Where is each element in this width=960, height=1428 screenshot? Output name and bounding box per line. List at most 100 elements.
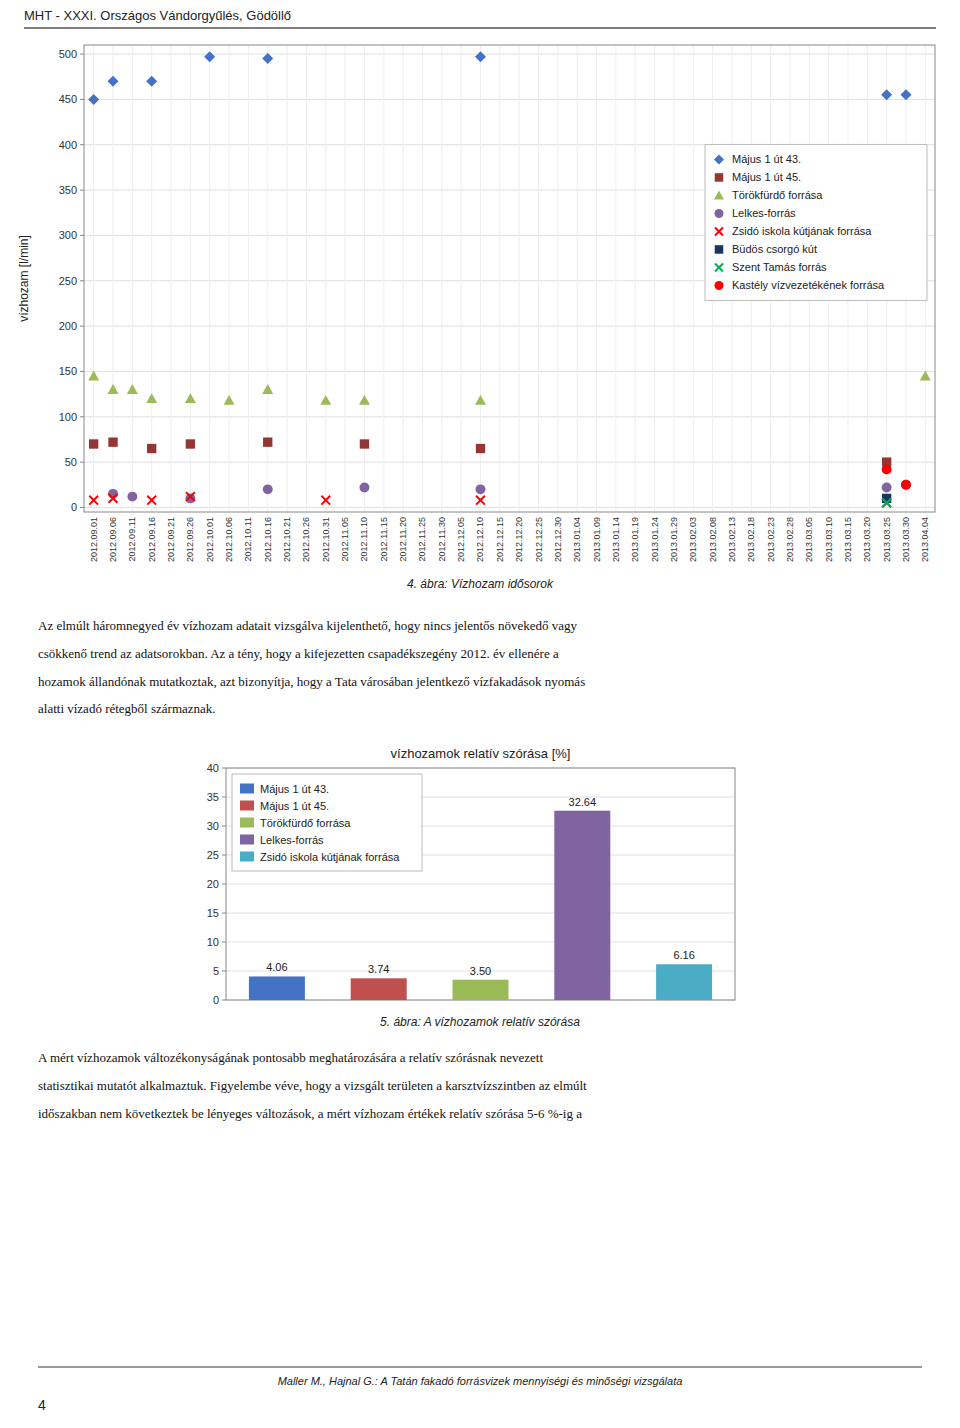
point — [89, 496, 98, 505]
point — [88, 370, 99, 380]
grid-line — [248, 45, 249, 512]
point — [127, 384, 138, 394]
series — [88, 370, 931, 404]
series — [89, 492, 891, 507]
point — [476, 484, 486, 494]
grid-line — [596, 45, 597, 512]
point — [476, 444, 485, 453]
tick-label: 2012.10.21 — [282, 517, 292, 562]
point — [882, 499, 891, 508]
tick-mark — [80, 371, 84, 372]
legend-label: Zsidó iskola kútjának forrása — [260, 851, 400, 863]
series — [88, 51, 911, 105]
page-title: MHT - XXXI. Országos Vándorgyűlés, Gödöl… — [24, 8, 291, 23]
tick-label: 2013.03.20 — [862, 517, 872, 562]
background — [0, 0, 960, 1428]
grid-line — [461, 45, 462, 512]
legend-marker — [715, 209, 724, 218]
footer-rule — [38, 1367, 922, 1368]
series — [882, 499, 891, 508]
data-label: 4.06 — [266, 961, 287, 973]
point — [262, 53, 273, 64]
point — [360, 439, 369, 448]
legend-label: Lelkes-forrás — [732, 207, 796, 219]
scatter-chart: 0501001502002503003504004505002012.09.01… — [17, 45, 935, 562]
plot-frame — [226, 768, 735, 1000]
legend-label: Május 1 út 43. — [732, 153, 801, 165]
grid-line — [229, 45, 230, 512]
grid-line — [615, 45, 616, 512]
bar — [249, 976, 305, 1000]
legend-marker — [714, 154, 724, 164]
tick-label: 2012.12.15 — [495, 517, 505, 562]
body-text: A mért vízhozamok változékonyságának pon… — [38, 1050, 587, 1121]
grid-line — [577, 45, 578, 512]
point — [108, 76, 119, 87]
tick-label: 2012.11.25 — [417, 517, 427, 561]
legend-label: Lelkes-forrás — [260, 834, 324, 846]
tick-label: 2012.09.16 — [147, 517, 157, 562]
plot-frame — [84, 45, 935, 512]
tick-label: 2012.10.06 — [224, 517, 234, 562]
grid-line — [171, 45, 172, 512]
grid-line — [151, 45, 152, 512]
point — [476, 496, 485, 505]
tick-label: 2012.11.30 — [437, 517, 447, 561]
point — [88, 94, 99, 105]
tick-label: 2013.01.29 — [669, 517, 679, 562]
grid-line — [635, 45, 636, 512]
legend-swatch — [240, 835, 254, 845]
tick-mark — [80, 235, 84, 236]
tick-label: 2013.02.28 — [785, 517, 795, 562]
tick-label: 2013.03.10 — [824, 517, 834, 562]
tick-mark — [222, 826, 226, 827]
tick-label: 2012.12.20 — [514, 517, 524, 562]
tick-label: 40 — [207, 762, 219, 774]
tick-label: 200 — [59, 320, 77, 332]
data-label: 6.16 — [673, 949, 694, 961]
tick-label: 350 — [59, 184, 77, 196]
tick-label: 2013.01.09 — [592, 517, 602, 562]
grid-line — [325, 45, 326, 512]
bar — [554, 811, 610, 1000]
grid-line — [345, 45, 346, 512]
legend-box — [232, 774, 422, 871]
tick-label: 2012.09.11 — [127, 517, 137, 561]
grid-line — [287, 45, 288, 512]
tick-label: 2012.10.11 — [243, 517, 253, 561]
marks — [88, 51, 931, 507]
tick-label: 300 — [59, 229, 77, 241]
legend-label: Szent Tamás forrás — [732, 261, 827, 273]
point — [359, 395, 370, 405]
tick-label: 2012.11.10 — [359, 517, 369, 561]
tick-label: 2013.01.04 — [572, 517, 582, 562]
grid-line — [84, 99, 935, 100]
tick-mark — [80, 326, 84, 327]
grid-line — [673, 45, 674, 512]
tick-label: 2012.09.06 — [108, 517, 118, 562]
point — [901, 480, 911, 490]
body-line: statisztikai mutatót alkalmaztuk. Figyel… — [38, 1078, 587, 1093]
grid-line — [226, 913, 735, 914]
legend-label: Május 1 út 45. — [732, 171, 801, 183]
tick-label: 100 — [59, 411, 77, 423]
tick-label: 2012.11.20 — [398, 517, 408, 561]
legend-box — [705, 144, 927, 300]
bar — [351, 978, 407, 1000]
tick-label: 2013.03.05 — [804, 517, 814, 562]
tick-label: 2013.03.25 — [882, 517, 892, 562]
point — [882, 464, 892, 474]
tick-label: 25 — [207, 849, 219, 861]
point — [224, 395, 235, 405]
tick-label: 35 — [207, 791, 219, 803]
point — [147, 444, 156, 453]
tick-mark — [222, 797, 226, 798]
marks — [249, 811, 712, 1000]
tick-label: 0 — [213, 994, 219, 1006]
tick-label: 2012.12.10 — [475, 517, 485, 562]
tick-mark — [222, 913, 226, 914]
point — [900, 89, 911, 100]
legend-marker — [714, 190, 724, 199]
tick-mark — [80, 416, 84, 417]
tick-label: 450 — [59, 93, 77, 105]
